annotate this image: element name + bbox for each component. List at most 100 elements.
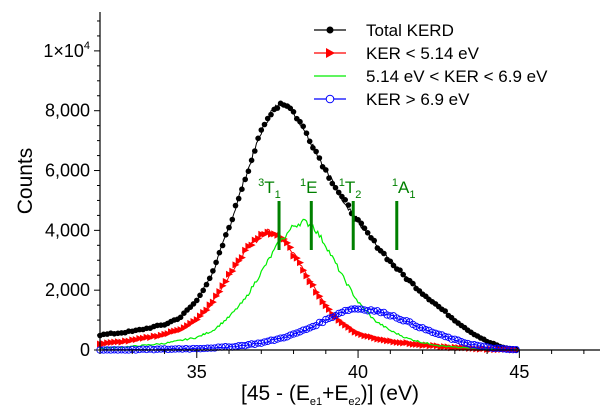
data-point	[415, 324, 424, 332]
data-point	[325, 314, 333, 322]
data-point	[297, 118, 303, 125]
state-marker-label-3: 1A1	[392, 177, 416, 201]
data-point	[371, 237, 378, 244]
data-point	[226, 224, 232, 231]
series-layer	[96, 100, 520, 354]
data-point	[402, 317, 411, 325]
data-point	[335, 189, 342, 196]
data-point	[287, 243, 295, 251]
state-marker-label-0: 3T1	[258, 177, 281, 201]
data-point	[171, 345, 179, 353]
data-point	[196, 345, 205, 353]
data-point	[284, 239, 292, 247]
data-point	[322, 302, 330, 310]
data-point	[203, 281, 210, 288]
data-point	[222, 278, 230, 285]
axes: 35 40 45 0 2,000 4,000 6,000 8,000 1×104 Counts [4…	[14, 12, 600, 408]
data-point	[182, 345, 190, 353]
legend-marker	[326, 48, 335, 58]
y-tick-label: 6,000	[45, 161, 90, 181]
data-point	[260, 338, 269, 346]
state-marker-label-2: 1T2	[339, 177, 362, 201]
data-point	[258, 127, 265, 133]
x-tick-label: 45	[509, 362, 529, 382]
legend-marker	[326, 26, 334, 34]
y-tick-label: 2,000	[45, 280, 90, 300]
data-point	[422, 326, 430, 334]
data-point	[270, 336, 278, 344]
data-point	[139, 345, 147, 353]
data-point	[437, 343, 445, 351]
data-point	[118, 338, 126, 346]
data-point	[329, 180, 336, 187]
data-point	[252, 148, 258, 154]
data-point	[306, 138, 313, 145]
data-point	[400, 271, 407, 278]
data-point	[310, 145, 316, 151]
data-point	[219, 242, 226, 249]
data-point	[460, 339, 469, 347]
data-point	[323, 167, 329, 173]
data-point	[264, 115, 271, 122]
y-tick-label: 0	[80, 340, 90, 360]
data-point	[190, 301, 197, 307]
data-point	[300, 266, 308, 274]
data-point	[177, 314, 184, 321]
data-point	[381, 250, 387, 257]
data-point	[322, 315, 330, 324]
data-point	[293, 254, 301, 262]
data-point	[125, 337, 133, 345]
legend-label: 5.14 eV < KER < 6.9 eV	[366, 67, 548, 86]
data-point	[419, 341, 427, 349]
data-point	[242, 176, 248, 183]
data-point	[257, 339, 265, 347]
data-point	[319, 298, 327, 306]
data-point	[197, 292, 203, 299]
data-point	[442, 308, 449, 314]
data-point	[210, 268, 216, 274]
state-marker-label-1: 1E	[300, 177, 317, 197]
data-point	[216, 288, 224, 296]
data-point	[197, 312, 204, 320]
data-point	[175, 345, 183, 353]
data-point	[255, 135, 261, 142]
data-point	[290, 109, 297, 115]
data-point	[428, 328, 436, 336]
data-point	[104, 339, 112, 347]
data-point	[143, 333, 151, 341]
data-point	[299, 326, 307, 334]
data-point	[451, 335, 459, 343]
data-point	[216, 249, 223, 256]
data-point	[194, 297, 200, 304]
data-point	[387, 258, 394, 265]
legend-entry-0: Total KERD	[314, 21, 454, 40]
data-point	[457, 338, 465, 346]
data-point	[280, 334, 288, 342]
y-tick-label-top: 1×104	[43, 40, 90, 61]
data-point	[326, 305, 333, 313]
x-axis-label: [45 - (Ee1+Ee2)] (eV)	[241, 382, 419, 408]
data-point	[293, 329, 301, 337]
data-point	[274, 105, 281, 111]
data-point	[390, 262, 397, 269]
data-point	[361, 225, 368, 231]
legend-label: KER < 5.14 eV	[366, 44, 480, 63]
data-point	[153, 345, 161, 353]
data-point	[147, 334, 155, 341]
data-point	[397, 267, 403, 274]
data-point	[185, 345, 194, 353]
data-point	[316, 292, 324, 300]
data-point	[435, 330, 443, 338]
data-point	[241, 342, 249, 350]
data-point	[238, 254, 246, 262]
data-point	[309, 281, 317, 289]
data-point	[232, 202, 239, 209]
data-point	[207, 344, 215, 352]
data-point	[154, 332, 162, 340]
data-point	[140, 334, 147, 342]
x-tick-label: 40	[348, 362, 368, 382]
data-point	[157, 345, 165, 353]
legend-entry-1: KER < 5.14 eV	[314, 44, 480, 63]
data-point	[200, 344, 208, 353]
data-point	[335, 309, 343, 318]
